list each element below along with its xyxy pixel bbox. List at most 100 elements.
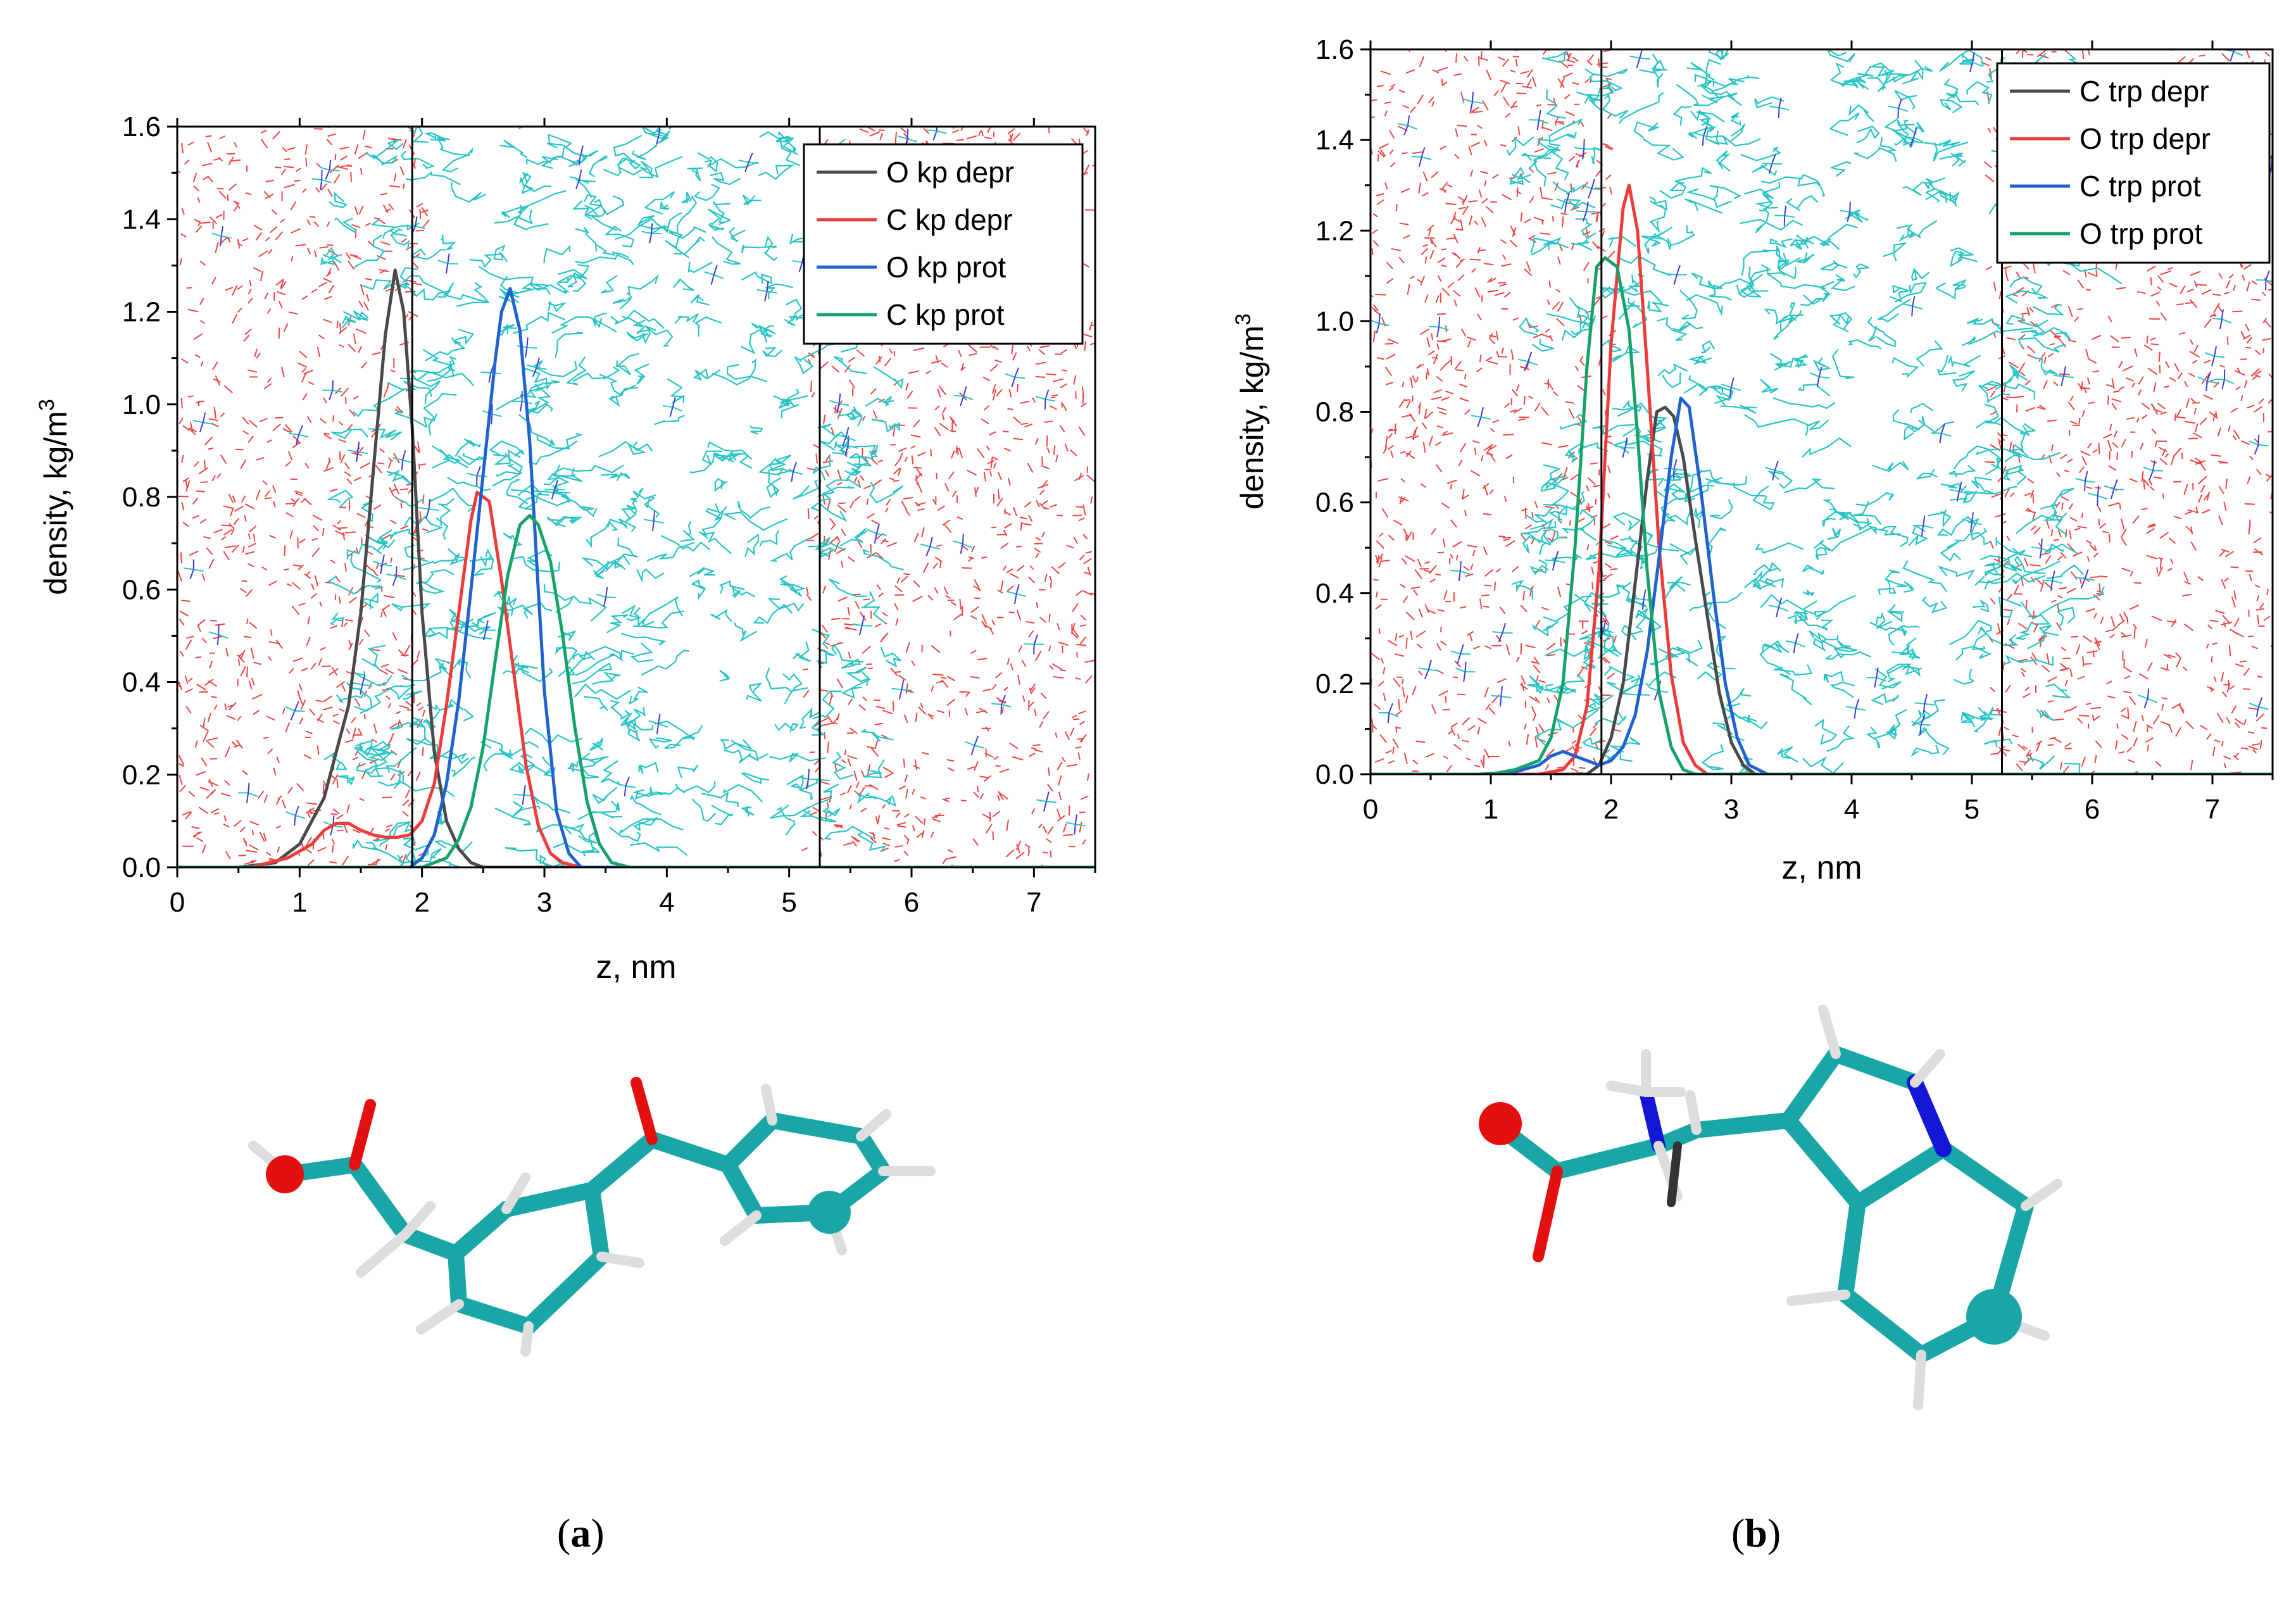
water-molecule xyxy=(1431,239,1437,248)
ion-group xyxy=(203,422,213,425)
water-molecule xyxy=(198,691,208,693)
water-molecule xyxy=(1412,375,1417,383)
water-molecule xyxy=(1387,444,1394,451)
y-tick-label: 0.0 xyxy=(122,852,161,883)
water-molecule xyxy=(1502,536,1512,539)
water-molecule xyxy=(2005,274,2009,282)
lipid-chain xyxy=(741,244,777,254)
water-molecule xyxy=(1546,698,1550,703)
lipid-chain xyxy=(506,479,529,505)
water-molecule xyxy=(221,536,227,541)
water-molecule xyxy=(944,483,950,492)
ion-group xyxy=(1472,91,1474,102)
lipid-chain xyxy=(615,537,639,564)
lipid-chain xyxy=(1917,726,1950,755)
lipid-chain xyxy=(750,425,763,435)
ion-group xyxy=(839,403,850,406)
lipid-chain xyxy=(1880,525,1909,548)
ion-group xyxy=(2254,444,2259,455)
water-molecule xyxy=(852,840,858,847)
water-molecule xyxy=(1453,592,1455,602)
water-molecule xyxy=(2093,545,2097,551)
ion-group xyxy=(651,223,653,234)
water-molecule xyxy=(2233,429,2240,439)
water-molecule xyxy=(893,479,900,482)
water-molecule xyxy=(2213,382,2220,388)
water-molecule xyxy=(354,749,360,757)
water-molecule xyxy=(884,827,890,830)
lipid-chain xyxy=(1885,569,1907,587)
ion-group xyxy=(1854,708,1857,719)
water-molecule xyxy=(1566,59,1576,63)
water-molecule xyxy=(2235,718,2244,725)
water-molecule xyxy=(2019,334,2026,339)
water-molecule xyxy=(2026,306,2030,317)
lipid-chain xyxy=(1543,464,1568,488)
lipid-chain xyxy=(799,810,837,823)
lipid-chain xyxy=(746,682,763,702)
lipid-chain xyxy=(598,441,653,458)
lipid-chain xyxy=(612,296,632,310)
water-molecule xyxy=(1013,437,1024,441)
water-molecule xyxy=(1516,92,1526,95)
water-molecule xyxy=(1479,57,1488,61)
water-molecule xyxy=(231,544,239,553)
lipid-chain xyxy=(1599,273,1645,299)
lipid-chain xyxy=(1762,249,1790,270)
water-molecule xyxy=(2177,372,2183,380)
lipid-chain xyxy=(1540,529,1560,546)
lipid-chain xyxy=(651,212,682,234)
water-molecule xyxy=(1488,360,1498,365)
water-molecule xyxy=(322,277,332,283)
lipid-chain xyxy=(1879,137,1897,162)
water-molecule xyxy=(1481,51,1483,60)
water-molecule xyxy=(1004,448,1011,452)
ion-group xyxy=(662,405,673,408)
water-molecule xyxy=(1049,405,1057,410)
water-molecule xyxy=(390,369,396,373)
ion-group xyxy=(2147,688,2150,699)
water-molecule xyxy=(2053,538,2059,541)
water-molecule xyxy=(2054,336,2060,339)
lipid-chain xyxy=(629,842,688,856)
lipid-chain xyxy=(1740,146,1782,161)
lipid-chain xyxy=(1564,443,1581,463)
ion-group xyxy=(447,253,450,264)
water-molecule xyxy=(843,623,853,626)
water-molecule xyxy=(349,409,356,417)
lipid-chain xyxy=(1707,527,1727,556)
water-molecule xyxy=(1557,301,1564,312)
water-molecule xyxy=(202,731,209,742)
water-molecule xyxy=(939,561,942,568)
water-molecule xyxy=(2134,348,2138,357)
water-molecule xyxy=(1465,573,1474,577)
water-molecule xyxy=(2119,613,2124,622)
lipid-chain xyxy=(437,804,448,826)
ion-group xyxy=(713,265,718,275)
water-molecule xyxy=(206,142,213,153)
water-molecule xyxy=(2052,718,2064,721)
water-molecule xyxy=(870,747,879,757)
lipid-chain xyxy=(451,182,487,203)
water-molecule xyxy=(1484,180,1487,187)
water-molecule xyxy=(2062,765,2069,774)
water-molecule xyxy=(1440,146,1446,150)
water-molecule xyxy=(417,706,424,712)
water-molecule xyxy=(879,132,883,141)
ion-group xyxy=(1536,120,1540,130)
water-molecule xyxy=(1467,544,1477,548)
lipid-chain xyxy=(2045,683,2072,699)
water-molecule xyxy=(2082,635,2093,643)
lipid-chain xyxy=(469,558,494,577)
water-molecule xyxy=(1402,679,1404,684)
water-molecule xyxy=(1028,630,1034,637)
ion-group xyxy=(2258,706,2269,710)
water-molecule xyxy=(393,483,399,494)
water-molecule xyxy=(182,811,191,816)
lipid-chain xyxy=(1886,663,1912,683)
water-molecule xyxy=(1020,400,1030,405)
water-molecule xyxy=(1489,337,1496,345)
water-molecule xyxy=(1012,352,1017,361)
water-molecule xyxy=(310,593,318,599)
water-molecule xyxy=(405,279,417,283)
